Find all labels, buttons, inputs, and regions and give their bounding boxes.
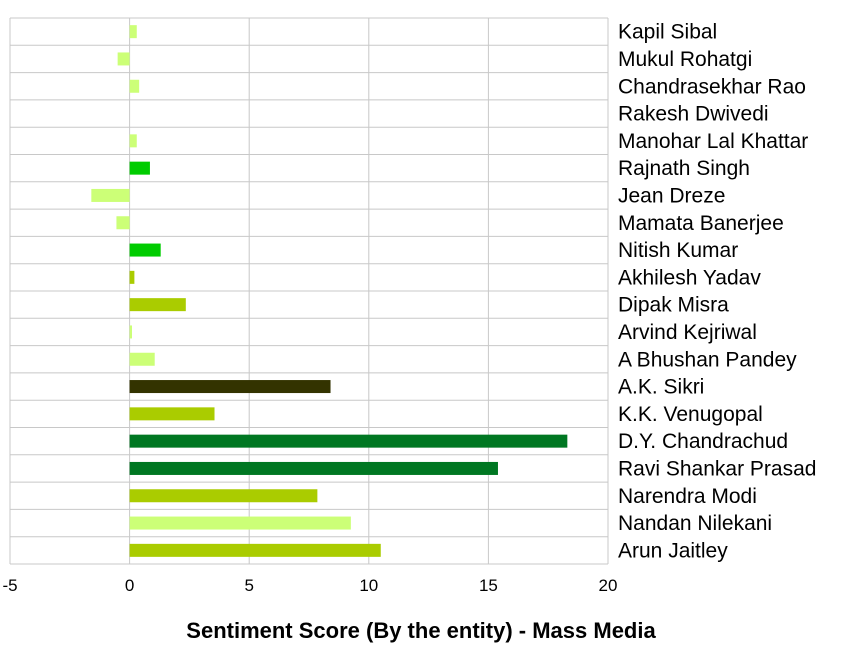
category-label: Mukul Rohatgi — [618, 48, 752, 71]
category-label: Rakesh Dwivedi — [618, 103, 769, 126]
x-tick-labels: -5 0 5 10 15 20 — [2, 576, 617, 595]
x-tick-label: 20 — [599, 576, 618, 595]
x-tick-label: -5 — [2, 576, 17, 595]
category-label: Narendra Modi — [618, 485, 757, 508]
bar — [129, 407, 215, 421]
category-labels: Kapil Sibal Mukul Rohatgi Chandrasekhar Ra… — [618, 21, 816, 563]
bar — [116, 216, 130, 230]
x-tick-label: 5 — [244, 576, 253, 595]
category-label: Jean Dreze — [618, 184, 725, 207]
category-label: Manohar Lal Khattar — [618, 130, 808, 153]
category-label: D.Y. Chandrachud — [618, 430, 788, 453]
bar — [129, 161, 150, 175]
category-label: Nitish Kumar — [618, 239, 738, 262]
category-label: Chandrasekhar Rao — [618, 75, 806, 98]
bar — [129, 243, 161, 257]
bar — [117, 52, 130, 66]
x-tick-label: 15 — [479, 576, 498, 595]
bar — [129, 134, 137, 148]
bar — [129, 461, 498, 475]
category-label: Kapil Sibal — [618, 21, 717, 44]
category-label: Ravi Shankar Prasad — [618, 457, 816, 480]
bar — [129, 516, 351, 530]
x-axis-title: Sentiment Score (By the entity) - Mass M… — [186, 618, 656, 643]
x-tick-label: 0 — [125, 576, 134, 595]
category-label: Arun Jaitley — [618, 539, 728, 562]
bars — [91, 25, 568, 557]
bar — [129, 270, 135, 284]
bar — [129, 543, 381, 557]
category-label: Arvind Kejriwal — [618, 321, 757, 344]
category-label: Dipak Misra — [618, 294, 729, 317]
category-label: A.K. Sikri — [618, 376, 704, 399]
bar — [129, 79, 140, 93]
x-tick-label: 10 — [359, 576, 378, 595]
category-label: Akhilesh Yadav — [618, 266, 761, 289]
category-label: Nandan Nilekani — [618, 512, 772, 535]
category-label: K.K. Venugopal — [618, 403, 763, 426]
bar — [129, 298, 186, 312]
bar — [129, 325, 132, 339]
bar — [91, 188, 130, 202]
category-label: Rajnath Singh — [618, 157, 750, 180]
bar — [129, 352, 155, 366]
bar — [129, 434, 568, 448]
bar — [129, 25, 137, 39]
category-label: A Bhushan Pandey — [618, 348, 797, 371]
bar — [129, 380, 331, 394]
category-label: Mamata Banerjee — [618, 212, 784, 235]
grid — [9, 17, 609, 565]
bar — [129, 489, 318, 503]
